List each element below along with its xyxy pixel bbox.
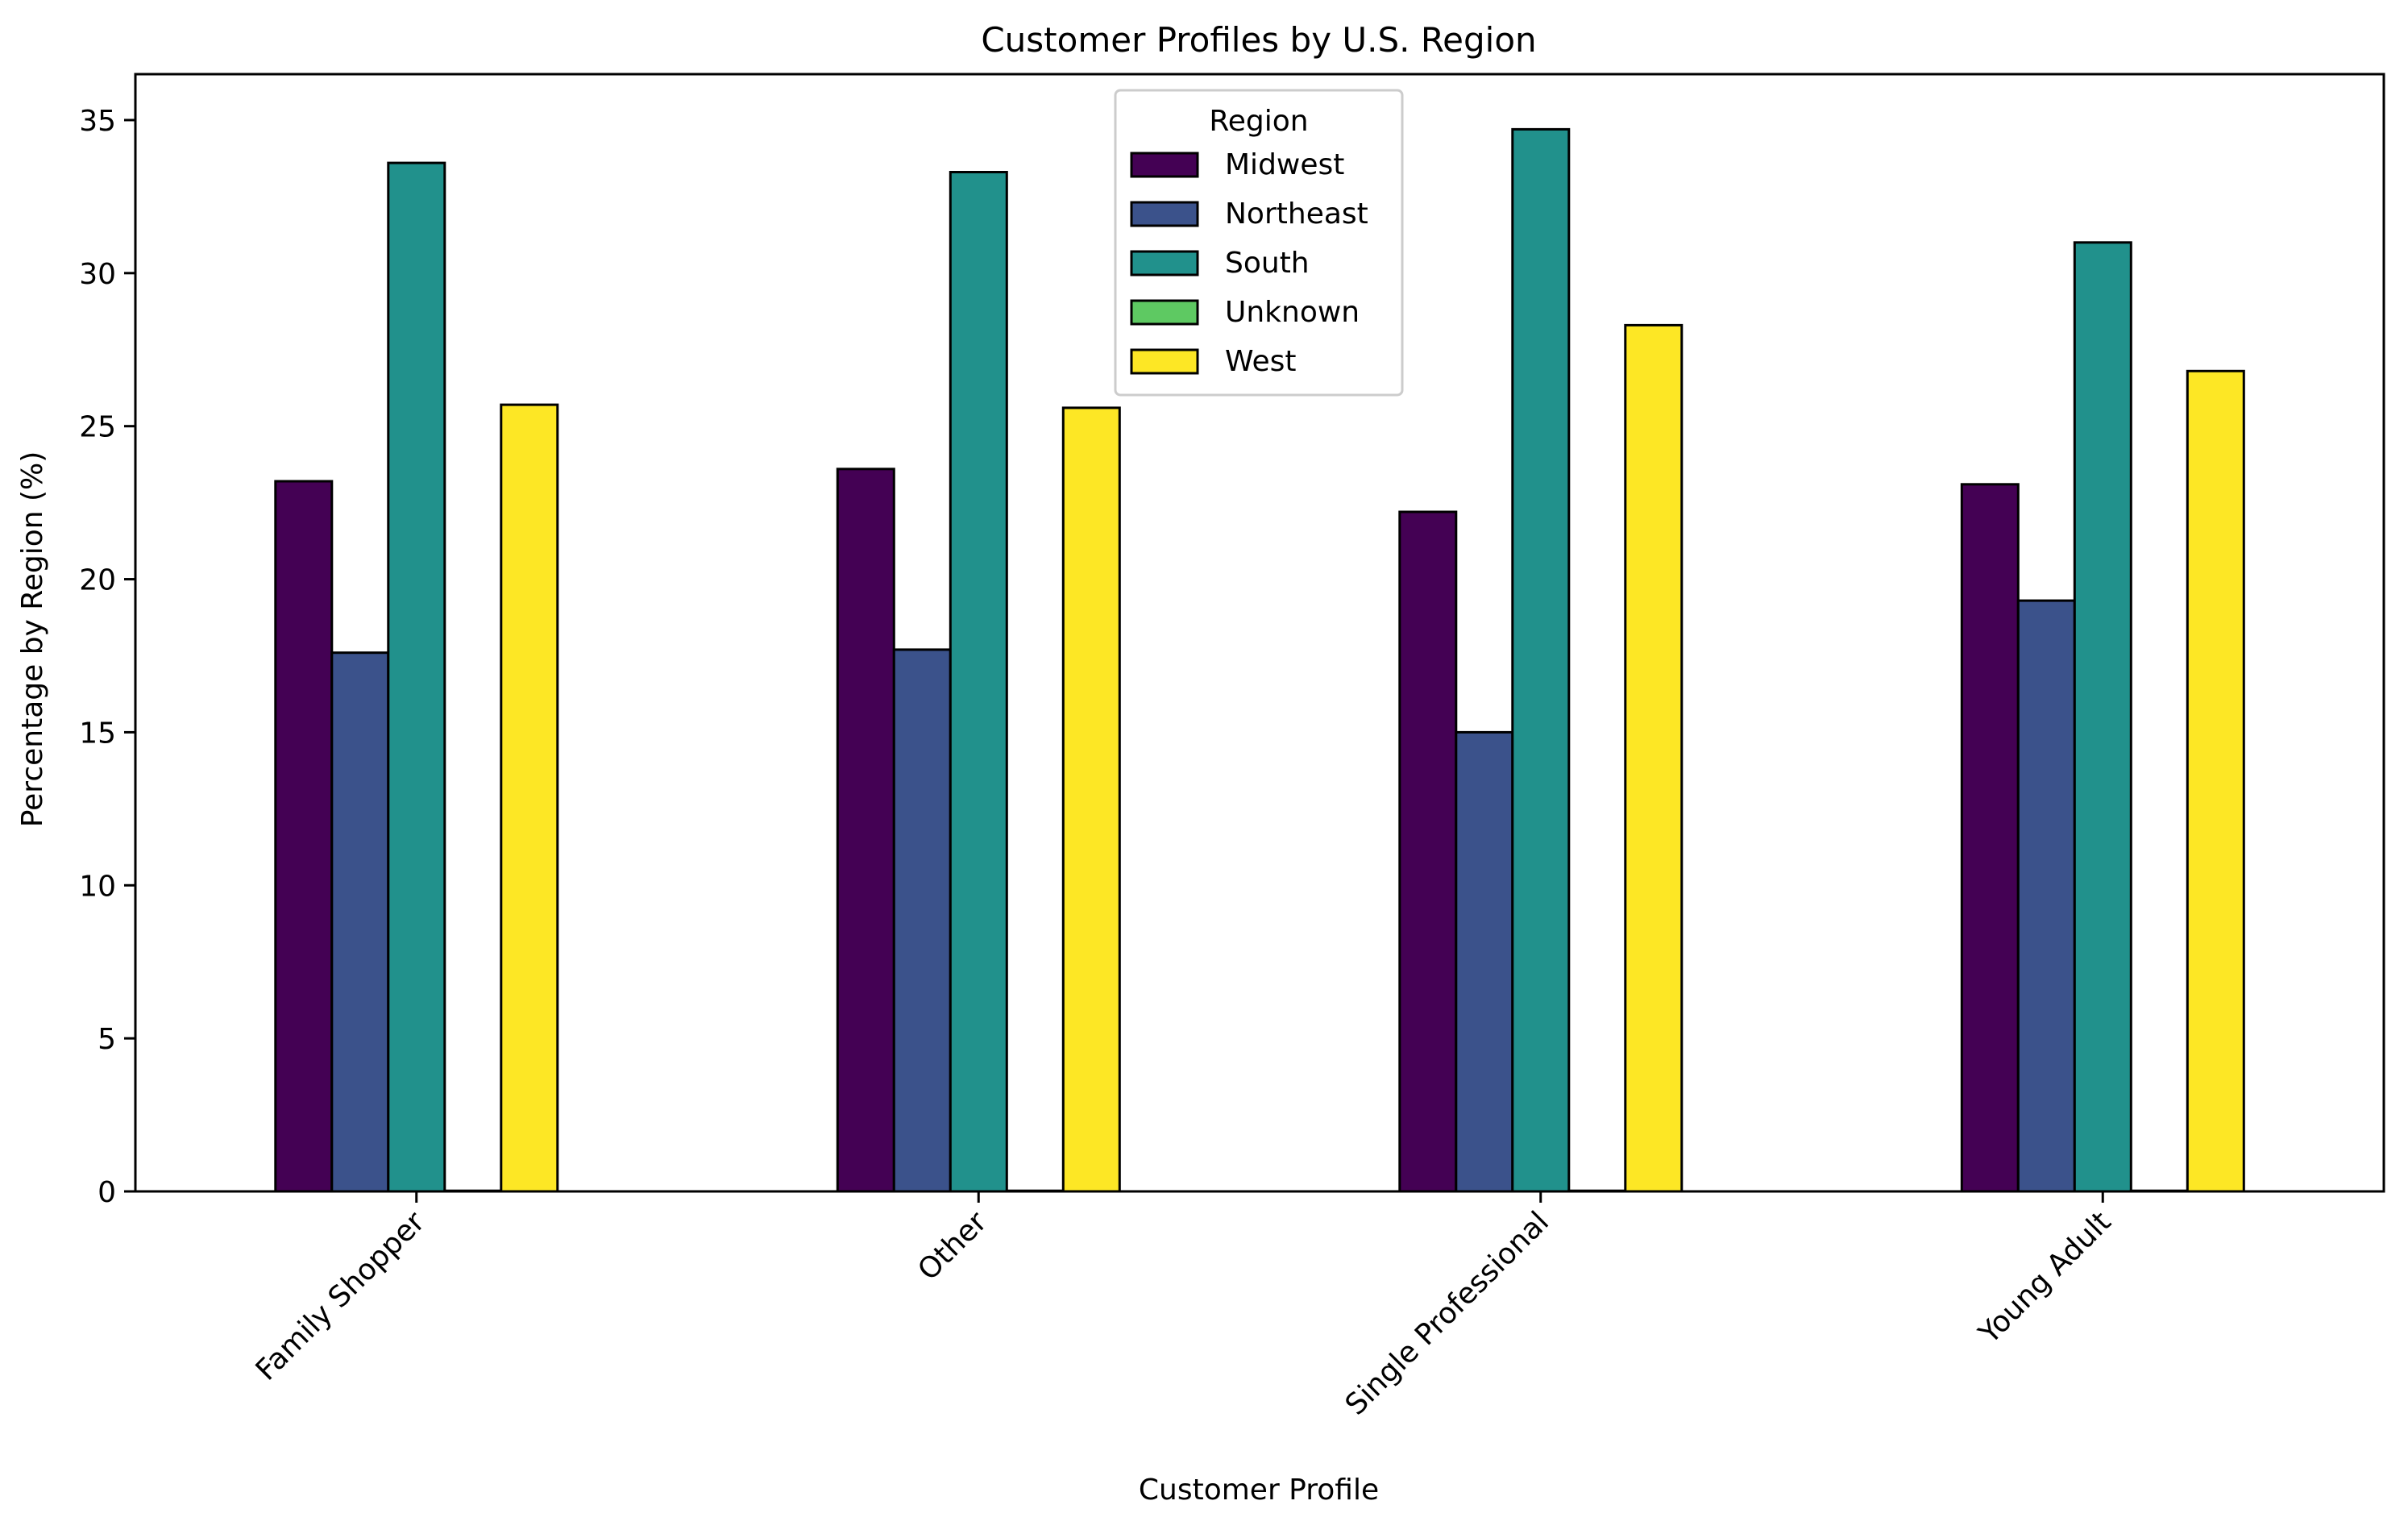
legend-label-unknown: Unknown [1225,296,1360,329]
bar-northeast-3 [1455,730,1514,1193]
legend-label-west: West [1225,345,1297,378]
legend-label-midwest: Midwest [1225,148,1344,181]
bar-northeast-2 [892,648,952,1193]
bar-south-1 [387,161,446,1193]
legend-title: Region [1209,105,1308,138]
chart-title: Customer Profiles by U.S. Region [981,20,1536,60]
legend-swatch-midwest [1130,152,1199,178]
bar-northeast-1 [330,651,390,1193]
y-tick-label: 30 [79,258,116,291]
y-tick-label: 20 [79,564,116,597]
bar-midwest-4 [1960,483,2020,1193]
bar-west-3 [1624,323,1684,1193]
legend-label-south: South [1225,247,1310,280]
plot-frame [134,73,2385,1193]
y-tick-label: 15 [79,717,116,750]
legend-swatch-northeast [1130,201,1199,227]
bar-south-4 [2073,241,2132,1193]
bar-northeast-4 [2016,599,2076,1193]
y-tick-label: 25 [79,411,116,444]
y-tick-label: 5 [98,1023,116,1056]
bar-midwest-3 [1398,510,1458,1193]
legend-swatch-south [1130,250,1199,276]
y-axis-label: Percentage by Region (%) [16,451,49,828]
bar-midwest-1 [274,480,334,1193]
bar-midwest-2 [836,468,895,1193]
bar-west-1 [500,403,559,1193]
bar-south-3 [1511,127,1571,1193]
legend-swatch-unknown [1130,299,1199,326]
y-tick-label: 35 [79,105,116,138]
y-tick-label: 0 [98,1176,116,1209]
bar-west-2 [1061,406,1121,1193]
legend-swatch-west [1130,348,1199,375]
legend: Region Midwest Northeast South Unknown West [1114,89,1404,397]
y-tick-label: 10 [79,870,116,903]
bar-west-4 [2186,369,2245,1193]
bar-south-2 [949,171,1008,1193]
x-axis-label: Customer Profile [1139,1474,1379,1507]
legend-label-northeast: Northeast [1225,197,1368,231]
bars-layer [274,127,2245,1193]
